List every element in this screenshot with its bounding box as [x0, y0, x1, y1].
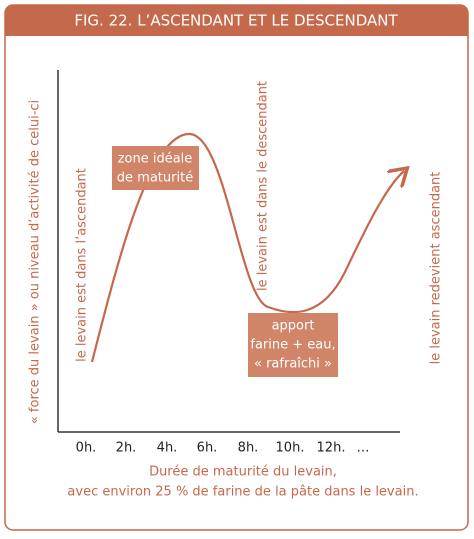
curve — [90, 132, 404, 363]
box-text: apport — [272, 319, 315, 334]
x-tick-label: 0h. — [76, 441, 97, 456]
box-text: de maturité — [117, 171, 193, 186]
x-tick-label: 2h. — [116, 441, 137, 456]
x-tick-label: … — [357, 441, 370, 456]
title-bar — [5, 5, 468, 36]
x-tick-label: 6h. — [197, 441, 218, 456]
x-tick-label: 8h. — [238, 441, 259, 456]
box — [112, 146, 199, 190]
title: FIG. 22. L’ASCENDANT ET LE DESCENDANT — [74, 12, 398, 30]
x-tick-label: 10h. — [276, 441, 305, 456]
annotation: le levain est dans l’ascendant — [75, 168, 90, 362]
x-tick-label: 4h. — [157, 441, 178, 456]
y-axis-label: « force du levain » ou niveau d’activité… — [28, 100, 43, 424]
x-tick-label: 12h. — [317, 441, 346, 456]
x-axis-label: Durée de maturité du levain, — [149, 465, 337, 480]
annotation: le levain redevient ascendant — [429, 172, 444, 365]
box — [248, 313, 338, 377]
x-axis-label: avec environ 25 % de farine de la pâte d… — [67, 485, 418, 500]
annotation: le levain est dans le descendant — [256, 81, 271, 291]
box-text: farine + eau, — [250, 338, 335, 353]
box-text: zone idéale — [118, 152, 193, 167]
box-text: « rafraîchi » — [254, 357, 332, 372]
